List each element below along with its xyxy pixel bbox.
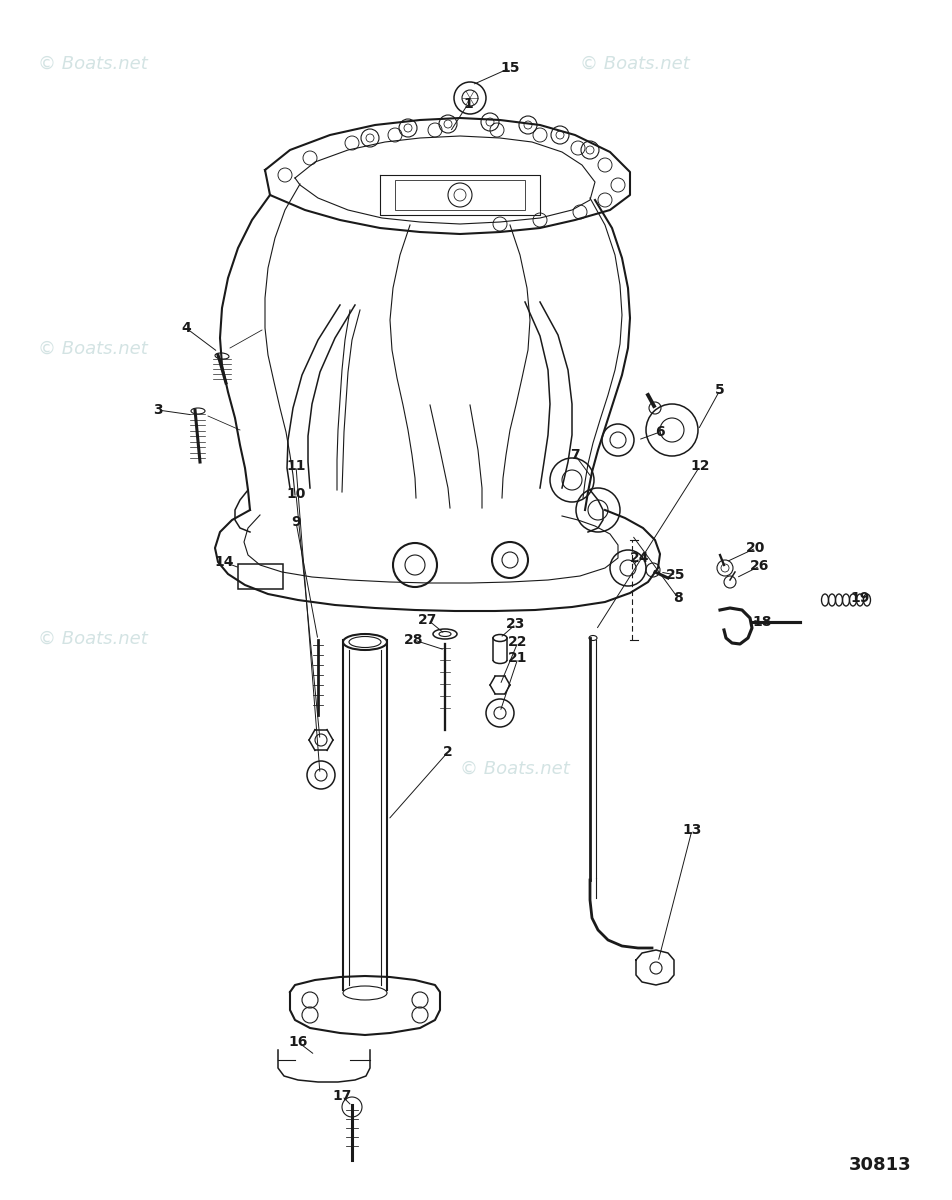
Text: 11: 11: [287, 458, 306, 473]
Ellipse shape: [343, 634, 387, 650]
Text: 28: 28: [405, 634, 424, 647]
Text: 17: 17: [332, 1090, 351, 1103]
Text: 15: 15: [500, 61, 520, 74]
Text: 10: 10: [287, 487, 306, 502]
Text: 9: 9: [291, 515, 301, 529]
Text: 22: 22: [508, 635, 527, 649]
Text: 12: 12: [690, 458, 710, 473]
Text: 27: 27: [418, 613, 438, 626]
Text: 8: 8: [673, 590, 683, 605]
Text: 7: 7: [570, 448, 580, 462]
Text: © Boats.net: © Boats.net: [460, 760, 569, 778]
Text: 2: 2: [443, 745, 453, 758]
Text: 18: 18: [752, 614, 772, 629]
Text: 4: 4: [181, 320, 190, 335]
Text: 25: 25: [666, 568, 685, 582]
Text: © Boats.net: © Boats.net: [580, 55, 690, 73]
Text: 30813: 30813: [848, 1156, 911, 1174]
Text: 20: 20: [746, 541, 765, 554]
Text: 21: 21: [508, 650, 527, 665]
Text: 1: 1: [463, 97, 473, 110]
Bar: [395, 180, 525, 210]
Text: 3: 3: [153, 403, 163, 416]
Text: © Boats.net: © Boats.net: [38, 630, 148, 648]
Text: 26: 26: [750, 559, 769, 572]
Text: 6: 6: [655, 425, 664, 439]
Ellipse shape: [215, 353, 229, 359]
Text: 19: 19: [850, 590, 870, 605]
Text: 13: 13: [683, 823, 702, 838]
Text: 23: 23: [506, 617, 526, 631]
Text: 14: 14: [214, 554, 234, 569]
Text: 16: 16: [288, 1034, 307, 1049]
Text: 24: 24: [630, 551, 650, 565]
Text: © Boats.net: © Boats.net: [38, 55, 148, 73]
Text: 5: 5: [715, 383, 724, 397]
Bar: [238, 564, 283, 589]
Text: © Boats.net: © Boats.net: [38, 340, 148, 358]
Ellipse shape: [191, 408, 205, 414]
